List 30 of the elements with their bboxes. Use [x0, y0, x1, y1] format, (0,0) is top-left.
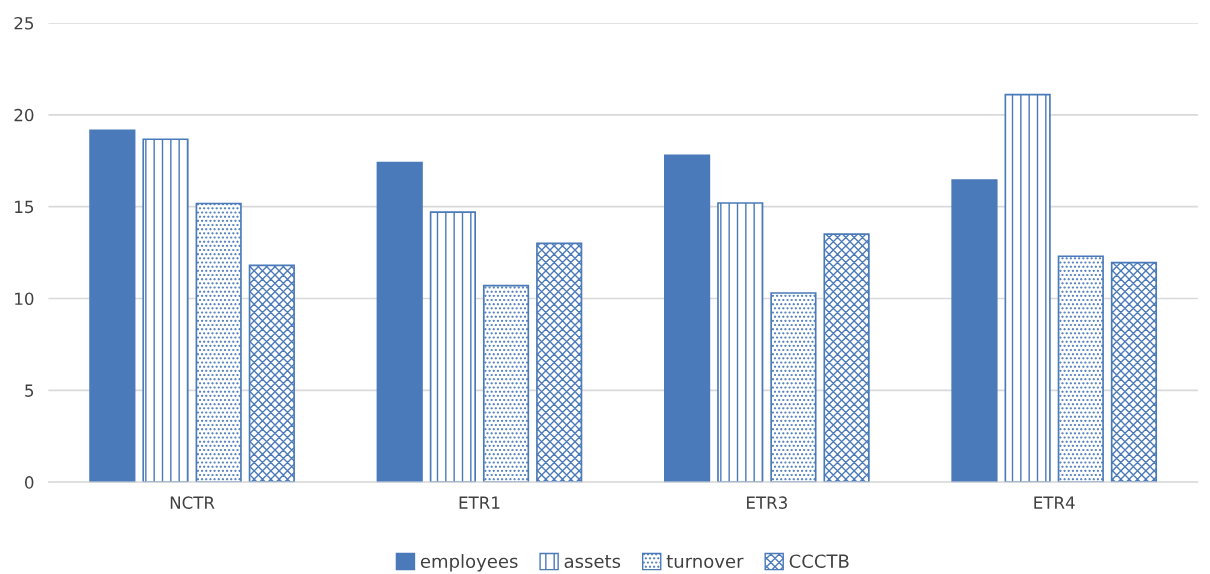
bar — [1004, 93, 1051, 483]
y-tick-label: 15 — [15, 200, 34, 214]
x-tick-label: ETR1 — [459, 496, 500, 509]
y-tick-label: 20 — [14, 108, 34, 122]
bar — [1110, 261, 1158, 483]
x-tick-label: ETR3 — [747, 496, 787, 509]
bar — [248, 264, 295, 483]
bar — [376, 161, 423, 483]
y-tick-label: 25 — [14, 16, 34, 30]
legend-label: CCCTB — [789, 554, 849, 569]
bar — [429, 211, 476, 483]
bar — [770, 292, 817, 483]
x-tick-label: NCTR — [170, 496, 215, 509]
bar — [142, 138, 189, 483]
bar — [663, 154, 711, 483]
bar — [717, 202, 764, 483]
bar — [823, 233, 870, 483]
bar — [195, 202, 242, 483]
legend-label: employees — [420, 554, 518, 572]
bar — [1057, 255, 1104, 483]
bar — [482, 284, 530, 483]
bar — [536, 242, 583, 483]
legend-label: turnover — [666, 555, 744, 569]
y-tick-label: 0 — [25, 476, 34, 489]
x-tick-label: ETR4 — [1034, 496, 1075, 509]
y-tick-label: 10 — [15, 292, 34, 306]
bar — [89, 129, 136, 483]
bar — [951, 179, 998, 483]
legend-label: assets — [564, 555, 621, 569]
y-tick-label: 5 — [25, 384, 34, 397]
